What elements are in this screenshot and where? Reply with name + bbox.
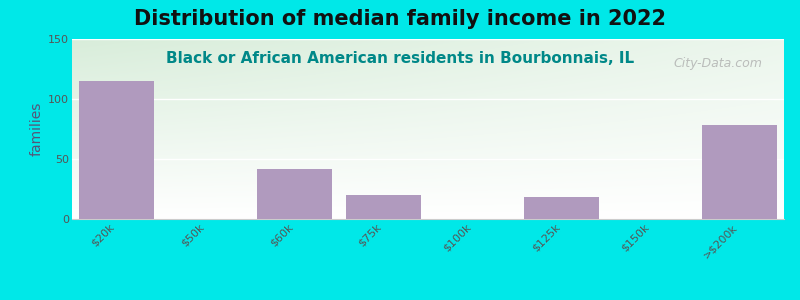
Text: Black or African American residents in Bourbonnais, IL: Black or African American residents in B… [166,51,634,66]
Bar [524,197,599,219]
Bar [78,81,154,219]
Bar [702,125,778,219]
Text: Distribution of median family income in 2022: Distribution of median family income in … [134,9,666,29]
Text: City-Data.com: City-Data.com [674,57,762,70]
Bar [257,169,332,219]
Y-axis label: families: families [30,102,44,156]
Bar [346,195,422,219]
